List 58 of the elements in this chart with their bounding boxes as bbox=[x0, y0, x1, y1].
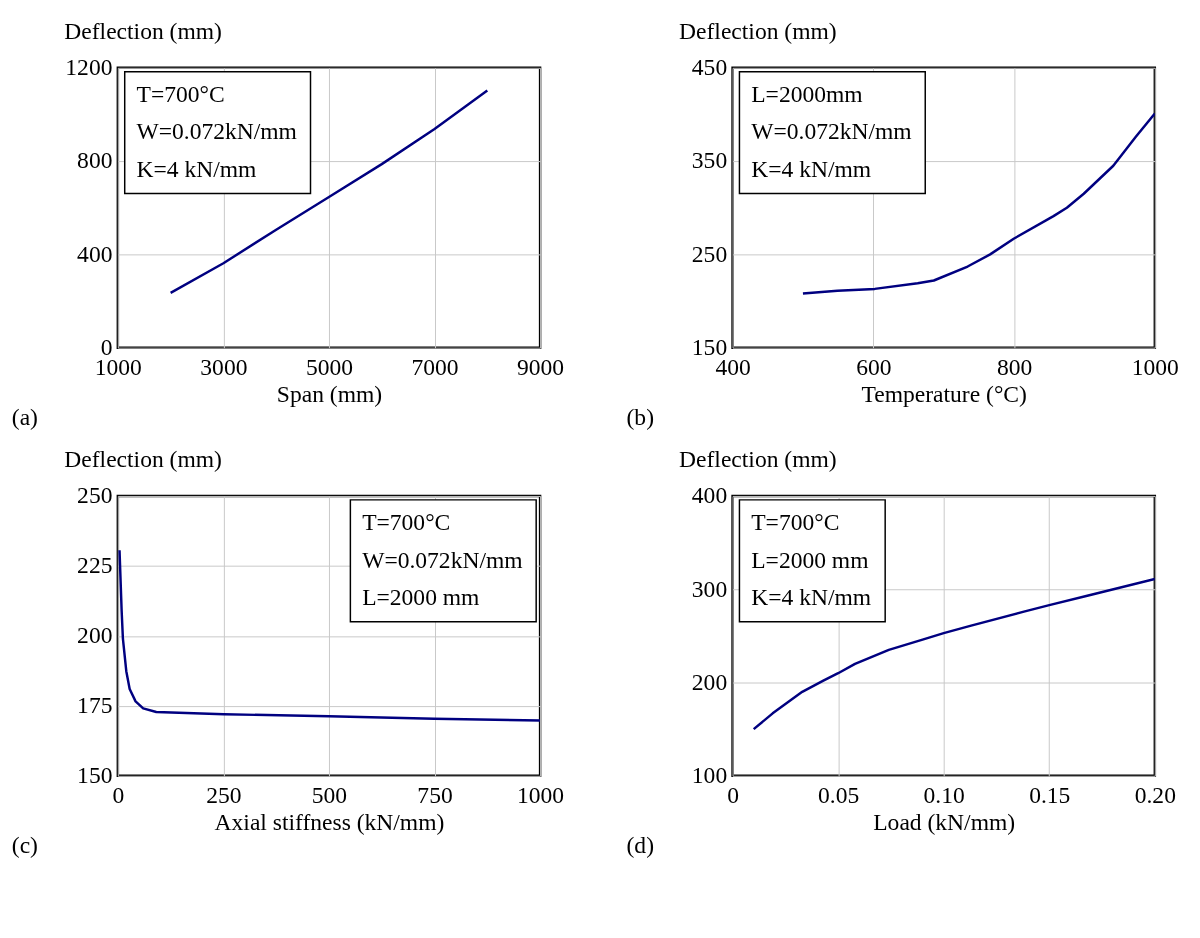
text: (b) bbox=[626, 404, 654, 431]
y-tick-label: 800 bbox=[77, 147, 113, 174]
x-axis-title: Span (mm) bbox=[276, 381, 383, 408]
y-tick-label: 200 bbox=[691, 668, 728, 695]
y-tick-label: 250 bbox=[77, 482, 113, 509]
x-tick-label: 1000 bbox=[1131, 353, 1179, 380]
y-tick-label: 350 bbox=[691, 147, 728, 174]
y-axis-title: Deflection (mm) bbox=[64, 445, 222, 472]
annotation: W=0.072kN/mm bbox=[362, 546, 523, 573]
text: (c) bbox=[11, 832, 38, 859]
x-tick-label: 0.20 bbox=[1134, 781, 1176, 808]
x-axis-title: Load (kN/mm) bbox=[873, 809, 1016, 836]
x-tick-label: 750 bbox=[417, 781, 453, 808]
annotation: T=700°C bbox=[362, 509, 451, 536]
y-tick-label: 225 bbox=[77, 552, 113, 579]
y-tick-label: 250 bbox=[691, 240, 728, 267]
y-tick-label: 300 bbox=[691, 575, 728, 602]
x-tick-label: 250 bbox=[206, 781, 242, 808]
y-tick-label: 400 bbox=[77, 240, 113, 267]
annotation: L=2000mm bbox=[751, 81, 863, 108]
y-tick-label: 150 bbox=[77, 762, 113, 789]
annotation: K=4 kN/mm bbox=[751, 583, 872, 610]
y-tick-label: 400 bbox=[691, 482, 728, 509]
y-tick-label: 450 bbox=[691, 54, 728, 81]
annotation: W=0.072kN/mm bbox=[751, 118, 912, 145]
y-tick-label: 1200 bbox=[65, 54, 113, 81]
annotation: L=2000 mm bbox=[751, 546, 869, 573]
annotation: W=0.072kN/mm bbox=[136, 118, 297, 145]
line-series bbox=[752, 577, 1155, 731]
text: (d) bbox=[626, 832, 654, 859]
y-tick-label: 0 bbox=[100, 334, 113, 361]
line-series bbox=[118, 549, 541, 722]
x-axis-title: Axial stiffness (kN/mm) bbox=[214, 809, 445, 836]
annotation: T=700°C bbox=[136, 81, 225, 108]
y-tick-label: 175 bbox=[77, 692, 113, 719]
x-tick-label: 0.15 bbox=[1029, 781, 1071, 808]
y-axis-title: Deflection (mm) bbox=[679, 445, 837, 472]
y-axis-title: Deflection (mm) bbox=[64, 17, 222, 44]
x-tick-label: 600 bbox=[856, 353, 892, 380]
y-tick-label: 200 bbox=[77, 622, 113, 649]
y-axis-title: Deflection (mm) bbox=[679, 17, 837, 44]
x-tick-label: 3000 bbox=[200, 353, 248, 380]
x-tick-label: 9000 bbox=[517, 353, 565, 380]
annotation: K=4 kN/mm bbox=[751, 155, 872, 182]
annotation: L=2000 mm bbox=[362, 583, 480, 610]
y-tick-label: 150 bbox=[691, 334, 728, 361]
x-tick-label: 0.05 bbox=[818, 781, 860, 808]
x-tick-label: 0.10 bbox=[923, 781, 965, 808]
y-tick-label: 100 bbox=[691, 762, 728, 789]
x-tick-label: 800 bbox=[996, 353, 1033, 380]
x-tick-label: 500 bbox=[311, 781, 348, 808]
x-tick-label: 5000 bbox=[305, 353, 354, 380]
x-axis-title: Temperature (°C) bbox=[861, 381, 1027, 408]
x-tick-label: 1000 bbox=[517, 781, 565, 808]
x-tick-label: 7000 bbox=[411, 353, 459, 380]
annotation: K=4 kN/mm bbox=[136, 155, 257, 182]
text: (a) bbox=[11, 404, 38, 431]
annotation: T=700°C bbox=[751, 509, 840, 536]
